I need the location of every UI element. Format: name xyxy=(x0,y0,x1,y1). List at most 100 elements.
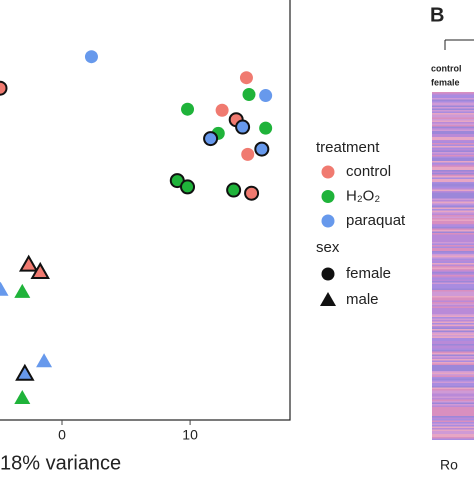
heatmap-stripe xyxy=(432,254,474,256)
heatmap-stripe xyxy=(432,302,474,304)
heatmap-stripe xyxy=(432,192,474,194)
point xyxy=(259,89,273,103)
heatmap-stripe xyxy=(432,225,474,227)
x-tick-label: 10 xyxy=(182,427,198,443)
point xyxy=(181,102,195,116)
heatmap-stripe xyxy=(432,116,474,118)
heatmap-stripe xyxy=(432,363,474,365)
heatmap-stripe xyxy=(432,390,474,392)
heatmap-stripe xyxy=(432,384,474,386)
heatmap-stripe xyxy=(432,293,474,295)
heatmap-stripe xyxy=(432,167,474,169)
heatmap-stripe xyxy=(432,171,474,173)
heatmap-stripe xyxy=(432,395,474,397)
heatmap-stripe xyxy=(432,278,474,280)
heatmap-stripe xyxy=(432,279,474,281)
heatmap-stripe xyxy=(432,197,474,199)
heatmap-stripe xyxy=(432,294,474,296)
heatmap-stripe xyxy=(432,347,474,349)
heatmap-stripe xyxy=(432,284,474,286)
heatmap-stripe xyxy=(432,209,474,211)
heatmap-stripe xyxy=(432,381,474,383)
heatmap-stripe xyxy=(432,327,474,329)
heatmap-stripe xyxy=(432,368,474,370)
point xyxy=(203,131,219,147)
heatmap-stripe xyxy=(432,108,474,110)
legend-label: male xyxy=(346,291,379,308)
legend-key xyxy=(321,165,335,179)
heatmap-stripe xyxy=(432,404,474,406)
heatmap-stripe xyxy=(432,339,474,341)
point xyxy=(180,179,196,195)
heatmap-stripe xyxy=(432,102,474,104)
legend-label: paraquat xyxy=(346,212,406,229)
heatmap-stripe xyxy=(432,245,474,247)
heatmap-stripe xyxy=(432,276,474,278)
point xyxy=(259,121,273,135)
heatmap-stripe xyxy=(432,323,474,325)
heatmap-stripe xyxy=(432,128,474,130)
heatmap-stripe xyxy=(432,411,474,413)
heatmap-stripe xyxy=(432,435,474,437)
heatmap-stripe xyxy=(432,426,474,428)
heatmap-stripe xyxy=(432,180,474,182)
panel-border xyxy=(0,0,291,421)
point xyxy=(241,147,255,161)
column-label: female xyxy=(431,77,460,87)
heatmap-stripe xyxy=(432,203,474,205)
point xyxy=(0,80,8,96)
heatmap-stripe xyxy=(432,182,474,184)
heatmap-stripe xyxy=(432,188,474,190)
heatmap-stripe xyxy=(432,423,474,425)
heatmap-stripe xyxy=(432,107,474,109)
heatmap-stripe xyxy=(432,360,474,362)
heatmap-stripe xyxy=(432,407,474,409)
heatmap-stripe xyxy=(432,185,474,187)
heatmap-stripe xyxy=(432,195,474,197)
heatmap-stripe xyxy=(432,143,474,145)
heatmap-stripe xyxy=(432,362,474,364)
heatmap-stripe xyxy=(432,413,474,415)
heatmap-stripe xyxy=(432,215,474,217)
heatmap-stripe xyxy=(432,270,474,272)
column-label: control xyxy=(431,63,462,73)
heatmap-axis-label: Ro xyxy=(440,457,458,473)
heatmap-stripe xyxy=(432,393,474,395)
heatmap-stripe xyxy=(432,269,474,271)
legend-key xyxy=(320,292,336,306)
heatmap xyxy=(432,92,474,440)
heatmap-stripe xyxy=(432,398,474,400)
heatmap-stripe xyxy=(432,432,474,434)
heatmap-stripe xyxy=(432,288,474,290)
heatmap-stripe xyxy=(432,282,474,284)
heatmap-stripe xyxy=(432,428,474,430)
heatmap-stripe xyxy=(432,149,474,151)
heatmap-stripe xyxy=(432,165,474,167)
point xyxy=(242,88,256,101)
heatmap-stripe xyxy=(432,141,474,143)
heatmap-stripe xyxy=(432,147,474,149)
heatmap-stripe xyxy=(432,110,474,112)
heatmap-stripe xyxy=(432,389,474,391)
legend-label: female xyxy=(346,265,391,282)
heatmap-stripe xyxy=(432,159,474,161)
heatmap-stripe xyxy=(432,272,474,274)
panel-background xyxy=(0,0,290,420)
heatmap-stripe xyxy=(432,227,474,229)
heatmap-stripe xyxy=(432,242,474,244)
heatmap-stripe xyxy=(432,228,474,230)
heatmap-stripe xyxy=(432,315,474,317)
panel-label: B xyxy=(430,4,444,26)
legend-label: control xyxy=(346,163,391,180)
heatmap-stripe xyxy=(432,356,474,358)
heatmap-stripe xyxy=(432,338,474,340)
heatmap-stripe xyxy=(432,92,474,94)
heatmap-stripe xyxy=(432,126,474,128)
heatmap-stripe xyxy=(432,341,474,343)
heatmap-stripe xyxy=(432,414,474,416)
heatmap-stripe xyxy=(432,281,474,283)
heatmap-stripe xyxy=(432,194,474,196)
heatmap-stripe xyxy=(432,120,474,122)
legend-key xyxy=(321,190,335,203)
heatmap-stripe xyxy=(432,170,474,172)
